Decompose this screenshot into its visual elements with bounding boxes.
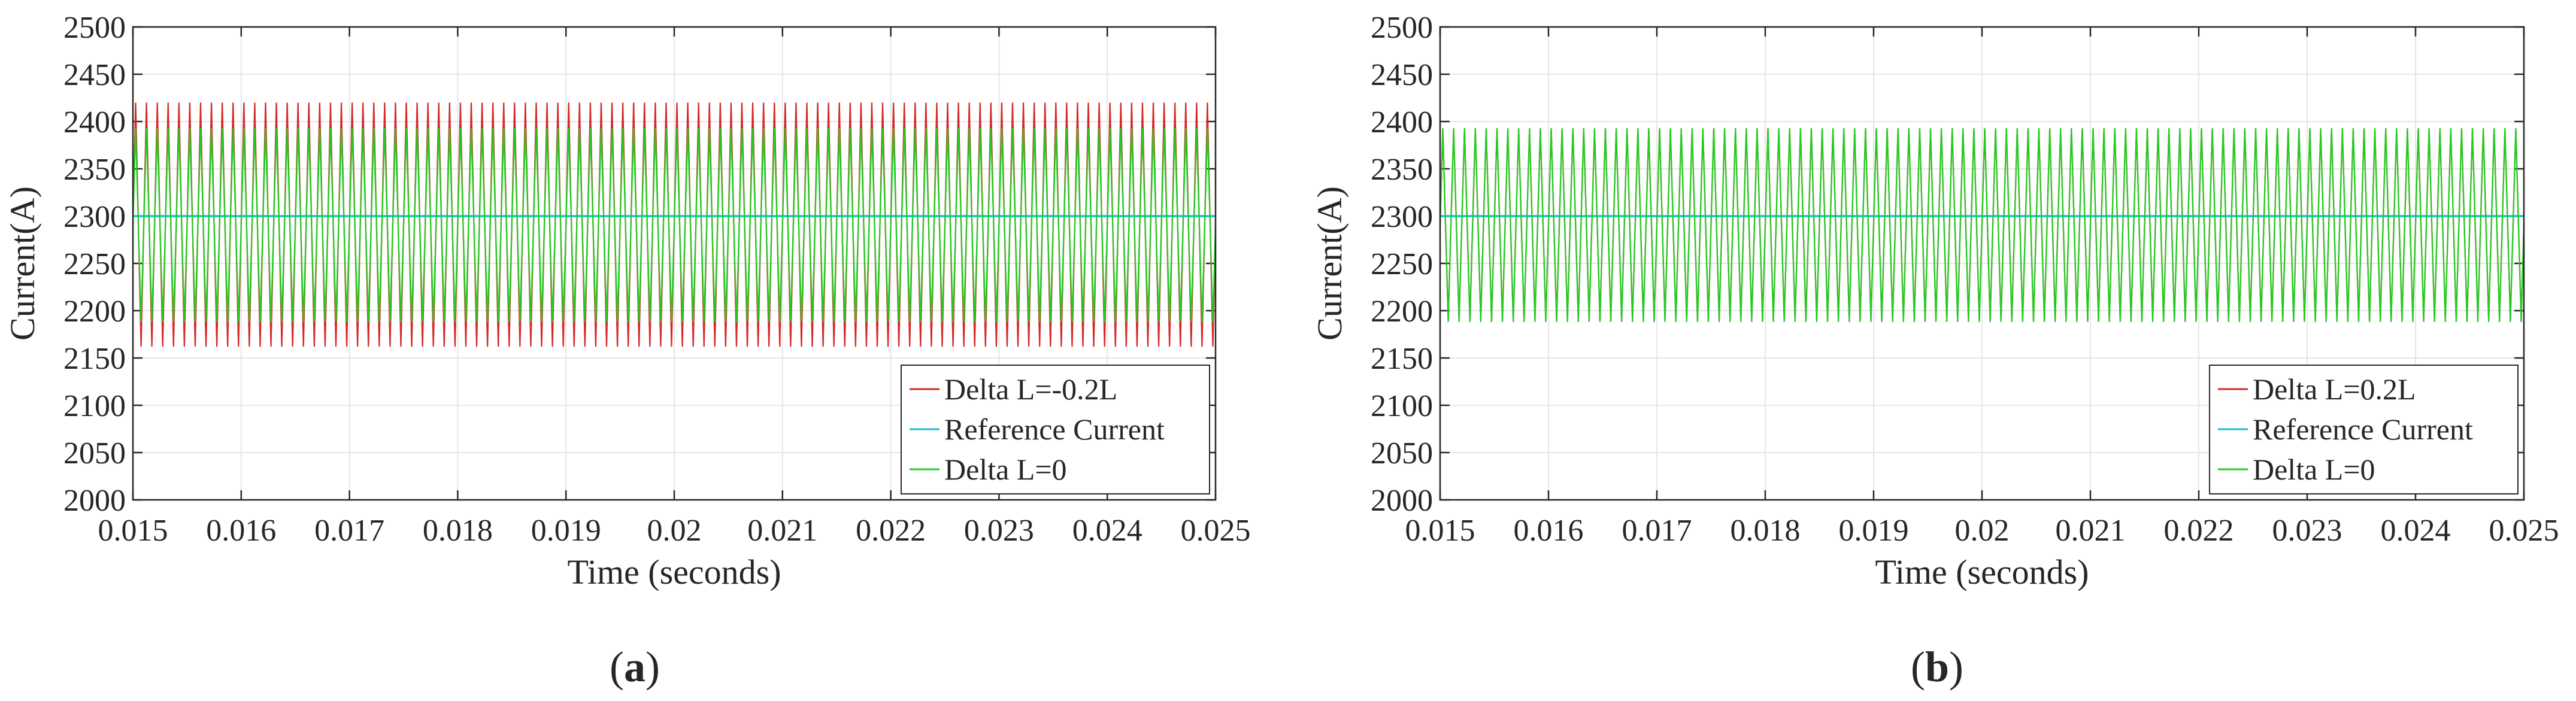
y-tick-label: 2150: [63, 342, 126, 376]
y-tick-label: 2300: [1371, 200, 1433, 234]
legend-entry-2: Delta L=0: [2253, 453, 2375, 486]
series-group: [133, 102, 1216, 347]
axes-box: [1439, 26, 2525, 501]
caption-paren-close: ): [1949, 643, 1963, 691]
y-axis-label: Current(A): [1310, 186, 1349, 341]
y-tick-label: 2400: [63, 105, 126, 139]
x-tick-label: 0.025: [1181, 514, 1251, 548]
y-tick-label: 2100: [63, 389, 126, 423]
legend: Delta L=0.2L Reference Current Delta L=0: [2209, 365, 2519, 494]
x-axis-label: Time (seconds): [1875, 553, 2089, 591]
y-tick-label: 2000: [63, 484, 126, 518]
panel-caption: (a): [610, 643, 660, 691]
y-tick-label: 2100: [1371, 389, 1433, 423]
y-tick-label: 2050: [1371, 436, 1433, 471]
y-tick-label: 2150: [1371, 342, 1433, 376]
legend-box: [901, 365, 1210, 494]
y-tick-label: 2500: [1371, 11, 1433, 45]
x-tick-label: 0.023: [964, 514, 1034, 548]
y-tick-label: 2200: [63, 295, 126, 329]
series-line-2: [133, 128, 1216, 322]
x-tick-label: 0.017: [314, 514, 384, 548]
legend-entry-1: Reference Current: [2253, 412, 2473, 446]
legend-entry-0: Delta L=-0.2L: [944, 372, 1117, 406]
caption-letter: a: [624, 643, 645, 691]
x-tick-label: 0.018: [423, 514, 493, 548]
y-axis-label: Current(A): [3, 186, 42, 341]
series-group: [1440, 128, 2524, 322]
chart-panel-a: 0.015 0.016 0.017 0.018 0.019 0.02 0.021 0.022 0…: [3, 11, 1251, 691]
y-tick-label: 2400: [1371, 105, 1433, 139]
x-tick-label: 0.023: [2272, 514, 2342, 548]
x-tick-label: 0.02: [647, 514, 702, 548]
caption-paren-close: ): [645, 643, 660, 691]
x-tick-label: 0.015: [1405, 514, 1475, 548]
y-tick-label: 2450: [63, 58, 126, 92]
y-tick-label: 2350: [1371, 153, 1433, 187]
caption-letter: b: [1925, 643, 1949, 691]
x-tick-label: 0.017: [1622, 514, 1692, 548]
x-tick-label: 0.016: [206, 514, 276, 548]
caption-paren-open: (: [1911, 643, 1925, 691]
x-tick-label: 0.021: [2056, 514, 2126, 548]
caption-paren-open: (: [610, 643, 624, 691]
y-tick-label: 2250: [63, 247, 126, 281]
x-tick-label: 0.024: [2381, 514, 2451, 548]
y-tick-label: 2300: [63, 200, 126, 234]
chart-panel-b: 0.015 0.016 0.017 0.018 0.019 0.02 0.021 0.022 0…: [1310, 11, 2559, 691]
x-tick-label: 0.022: [2164, 514, 2234, 548]
y-tick-label: 2200: [1371, 295, 1433, 329]
y-tick-label: 2000: [1371, 484, 1433, 518]
y-tick-label: 2500: [63, 11, 126, 45]
legend-entry-1: Reference Current: [944, 412, 1165, 446]
x-axis-label: Time (seconds): [567, 553, 781, 591]
panel-caption: (b): [1911, 643, 1963, 691]
y-tick-label: 2350: [63, 153, 126, 187]
x-tick-label: 0.018: [1731, 514, 1801, 548]
y-tick-label: 2450: [1371, 58, 1433, 92]
legend-entry-0: Delta L=0.2L: [2253, 372, 2416, 406]
x-tick-label: 0.022: [856, 514, 926, 548]
series-line-2: [1440, 128, 2524, 322]
x-tick-label: 0.024: [1072, 514, 1142, 548]
x-tick-label: 0.019: [531, 514, 601, 548]
x-tick-label: 0.016: [1514, 514, 1584, 548]
x-tick-label: 0.02: [1955, 514, 2010, 548]
x-tick-label: 0.021: [747, 514, 817, 548]
x-tick-label: 0.015: [98, 514, 168, 548]
x-tick-label: 0.019: [1839, 514, 1909, 548]
axes-box: [132, 26, 1217, 501]
legend: Delta L=-0.2L Reference Current Delta L=0: [901, 365, 1210, 494]
legend-box: [2209, 365, 2519, 494]
y-tick-label: 2050: [63, 436, 126, 471]
legend-entry-2: Delta L=0: [944, 453, 1067, 486]
y-tick-label: 2250: [1371, 247, 1433, 281]
x-tick-label: 0.025: [2489, 514, 2559, 548]
